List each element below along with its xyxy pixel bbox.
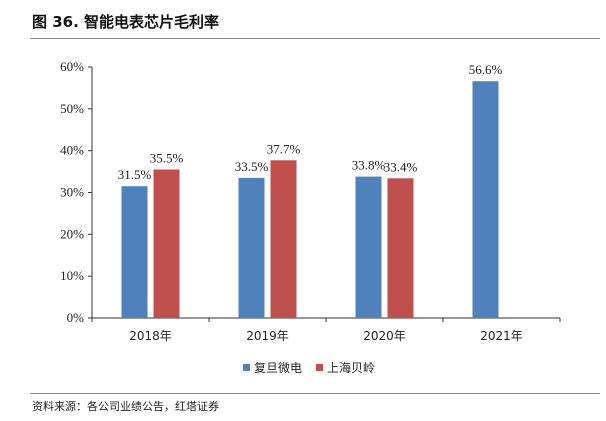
data-label: 37.7% — [267, 141, 301, 156]
x-tick-label: 2018年 — [129, 329, 172, 343]
bar-上海贝岭 — [270, 160, 297, 318]
bar-复旦微电 — [472, 81, 499, 319]
legend-swatch — [243, 364, 250, 371]
source-note: 资料来源：各公司业绩公告，红塔证券 — [32, 400, 219, 413]
legend-label: 复旦微电 — [254, 361, 302, 375]
data-label: 56.6% — [469, 62, 503, 77]
title-divider — [30, 38, 600, 39]
x-tick-label: 2021年 — [480, 329, 523, 343]
y-tick-label: 60% — [60, 59, 84, 74]
source-divider — [30, 393, 600, 394]
figure-title: 图 36. 智能电表芯片毛利率 — [32, 13, 220, 31]
data-label: 33.8% — [352, 158, 386, 173]
bar-上海贝岭 — [387, 178, 414, 318]
legend-swatch — [316, 364, 323, 371]
x-tick-label: 2019年 — [246, 329, 289, 343]
data-label: 31.5% — [118, 167, 152, 182]
bar-复旦微电 — [238, 177, 265, 318]
bar-复旦微电 — [355, 176, 382, 318]
legend-label: 上海贝岭 — [327, 360, 375, 375]
data-label: 35.5% — [150, 150, 184, 165]
y-tick-label: 50% — [60, 101, 84, 116]
y-tick-label: 30% — [60, 185, 84, 200]
data-label: 33.4% — [384, 159, 418, 174]
y-tick-label: 0% — [67, 310, 85, 325]
bar-复旦微电 — [121, 186, 148, 318]
y-tick-label: 10% — [60, 268, 84, 283]
bar-上海贝岭 — [153, 169, 180, 318]
data-label: 33.5% — [235, 159, 269, 174]
y-tick-label: 40% — [60, 143, 84, 158]
y-tick-label: 20% — [60, 226, 84, 241]
x-tick-label: 2020年 — [363, 329, 406, 343]
